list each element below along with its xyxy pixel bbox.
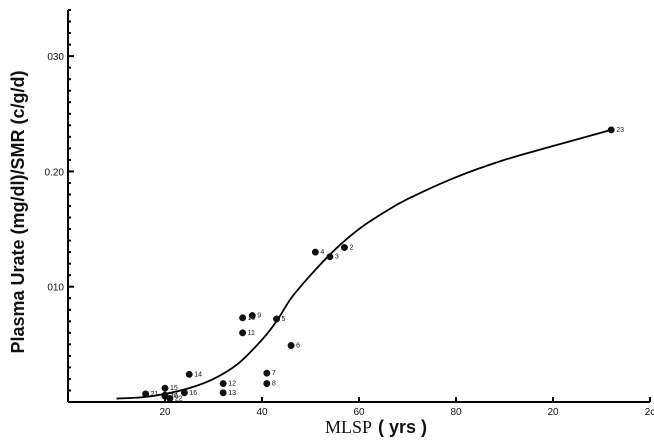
data-point — [239, 329, 247, 337]
data-point — [166, 395, 174, 402]
point-label: 6 — [296, 343, 300, 350]
point-label: 10 — [248, 315, 256, 322]
data-point — [239, 314, 247, 322]
x-ticks: 20 40 60 80 20 2c — [159, 397, 654, 418]
point-label: 11 — [248, 330, 255, 337]
point-label: 8 — [272, 381, 276, 388]
point-label: 7 — [272, 370, 276, 377]
fit-curve — [116, 129, 612, 400]
data-point — [607, 126, 615, 134]
point-label: 21 — [151, 391, 159, 398]
point-label: 17 — [170, 392, 178, 399]
data-point — [142, 390, 150, 398]
data-point — [185, 370, 193, 378]
data-point — [219, 380, 227, 388]
y-ticks: 010 0.20 030 — [45, 9, 74, 392]
point-label: 13 — [228, 390, 236, 397]
data-point — [341, 244, 348, 251]
x-tick-label: 40 — [256, 407, 268, 418]
point-label: 14 — [194, 371, 202, 378]
point-label: 16 — [189, 390, 197, 397]
data-point — [180, 389, 188, 397]
x-axis-title: MLSP ( yrs ) — [325, 417, 427, 437]
y-tick-label: 0.20 — [45, 167, 65, 178]
y-tick-label: 030 — [47, 52, 64, 63]
point-label: 15 — [170, 385, 178, 392]
point-label: 23 — [616, 127, 624, 134]
x-tick-label: 60 — [353, 407, 365, 418]
point-label: 4 — [320, 249, 324, 256]
point-label: 2 — [349, 245, 353, 252]
point-label: 5 — [282, 316, 286, 323]
data-point — [263, 380, 271, 388]
point-label: 3 — [335, 254, 339, 261]
x-tick-label: 2c — [645, 407, 654, 418]
x-tick-label: 20 — [547, 407, 559, 418]
point-label: 20 — [170, 393, 178, 400]
point-label: 22 — [175, 396, 183, 403]
data-point — [248, 312, 256, 319]
data-point — [311, 248, 319, 256]
y-axis-title: Plasma Urate (mg/dl)/SMR (c/g/d) — [8, 70, 28, 353]
data-point — [161, 384, 169, 392]
point-label: 9 — [257, 313, 261, 320]
data-point — [219, 389, 227, 397]
data-point — [263, 369, 271, 377]
data-point — [273, 315, 280, 323]
data-point — [287, 342, 295, 349]
data-point — [326, 253, 334, 261]
x-axis-title-main: MLSP — [325, 417, 372, 437]
x-tick-label: 80 — [450, 407, 462, 418]
axes: 20 40 60 80 20 2c 010 0.20 030 — [45, 9, 654, 418]
point-label: 12 — [228, 381, 236, 388]
x-axis-title-unit: ( yrs ) — [378, 417, 427, 437]
y-tick-label: 010 — [47, 283, 64, 294]
x-tick-label: 20 — [159, 407, 171, 418]
